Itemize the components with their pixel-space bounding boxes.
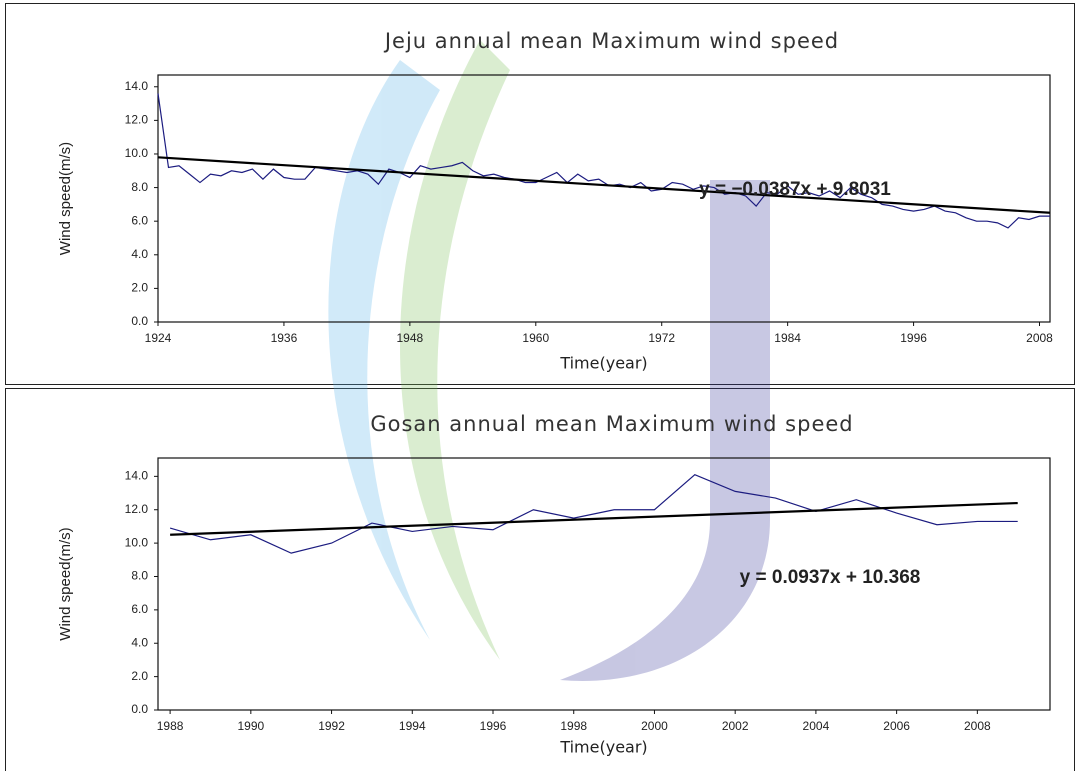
x-tick-label: 1988 [157, 719, 184, 733]
x-tick-label: 1990 [237, 719, 264, 733]
y-tick-label: 2.0 [131, 669, 148, 683]
x-tick-label: 2008 [964, 719, 991, 733]
y-tick-label: 12.0 [125, 113, 149, 127]
x-tick-label: 1960 [522, 331, 549, 345]
charts: Jeju annual mean Maximum wind speed 0.0 2.… [57, 29, 1053, 757]
y-tick-label: 6.0 [131, 602, 148, 616]
y-tick-label: 4.0 [131, 247, 148, 261]
x-tick-label: 2006 [883, 719, 910, 733]
x-axis-label: Time(year) [559, 354, 647, 373]
x-tick-label: 2004 [803, 719, 830, 733]
y-tick-label: 14.0 [125, 79, 149, 93]
y-tick-label: 0.0 [131, 702, 148, 716]
y-tick-label: 4.0 [131, 635, 148, 649]
trend-line [170, 501, 1018, 536]
y-axis-label: Wind speed(m/s) [57, 527, 74, 640]
chart-title: Jeju annual mean Maximum wind speed [383, 29, 839, 53]
y-tick-label: 10.0 [125, 535, 149, 549]
x-tick-label: 1996 [480, 719, 507, 733]
watermark [328, 40, 770, 681]
x-tick-label: 1948 [397, 331, 424, 345]
y-tick-label: 0.0 [131, 314, 148, 328]
x-tick-label: 1992 [318, 719, 345, 733]
x-tick-label: 1998 [560, 719, 587, 733]
plot-frame [157, 74, 1051, 323]
plot-frame [157, 457, 1051, 711]
trend-equation: y = −0.0387x + 9.8031 [699, 179, 891, 200]
x-tick-label: 1984 [774, 331, 801, 345]
data-line [157, 93, 1050, 229]
y-tick-label: 10.0 [125, 146, 149, 160]
y-tick-label: 6.0 [131, 213, 148, 227]
x-tick-label: 2000 [641, 719, 668, 733]
y-tick-label: 8.0 [131, 569, 148, 583]
x-tick-label: 2002 [722, 719, 749, 733]
y-axis-label: Wind speed(m/s) [57, 142, 74, 255]
x-tick-label: 1994 [399, 719, 426, 733]
panel-frame [5, 3, 1075, 385]
y-tick-label: 2.0 [131, 281, 148, 295]
y-tick-label: 12.0 [125, 502, 149, 516]
x-axis-label: Time(year) [559, 738, 647, 757]
data-line [169, 473, 1018, 554]
trend-line [157, 156, 1051, 214]
x-tick-label: 1972 [648, 331, 675, 345]
x-tick-label: 1936 [271, 331, 298, 345]
y-tick-label: 14.0 [125, 469, 149, 483]
y-tick-label: 8.0 [131, 180, 148, 194]
panel-frame [5, 388, 1075, 771]
x-tick-label: 2008 [1026, 331, 1053, 345]
x-tick-label: 1924 [145, 331, 172, 345]
trend-equation: y = 0.0937x + 10.368 [740, 567, 921, 588]
x-tick-label: 1996 [900, 331, 927, 345]
chart-title: Gosan annual mean Maximum wind speed [370, 412, 853, 436]
